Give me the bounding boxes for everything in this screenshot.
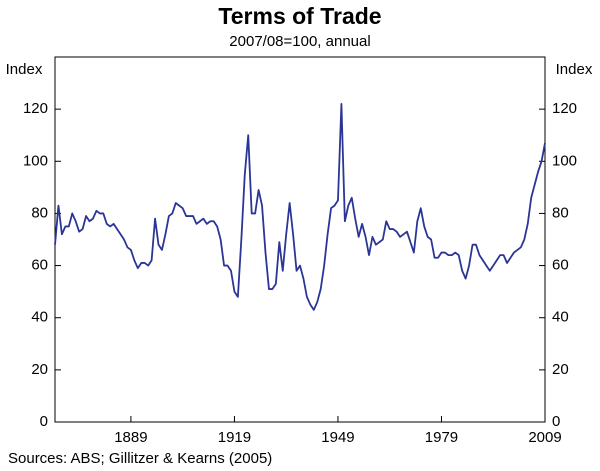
- y-axis-label: Index: [6, 61, 43, 78]
- chart-title: Terms of Trade: [218, 3, 381, 29]
- x-tick-label: 1919: [218, 429, 251, 446]
- y2-tick-label: 60: [552, 257, 569, 274]
- y2-tick-label: 40: [552, 309, 569, 326]
- data-line: [54, 103, 546, 311]
- y2-axis-label: Index: [556, 61, 593, 78]
- y2-tick-label: 120: [552, 100, 577, 117]
- plot-frame: [54, 56, 546, 423]
- y2-tick-label: 0: [552, 413, 560, 430]
- chart-subtitle: 2007/08=100, annual: [229, 33, 370, 50]
- y2-tick-label: 80: [552, 204, 569, 221]
- y-tick-label: 60: [31, 257, 48, 274]
- y-tick-label: 0: [40, 413, 48, 430]
- x-tick-label: 2009: [528, 429, 561, 446]
- y-tick-label: 120: [23, 100, 48, 117]
- y-tick-label: 80: [31, 204, 48, 221]
- x-tick-label: 1979: [425, 429, 458, 446]
- x-tick-label: 1889: [114, 429, 147, 446]
- source-note: Sources: ABS; Gillitzer & Kearns (2005): [8, 450, 272, 467]
- y2-tick-label: 100: [552, 152, 577, 169]
- x-tick-label: 1949: [321, 429, 354, 446]
- y-tick-label: 20: [31, 361, 48, 378]
- y-tick-label: 100: [23, 152, 48, 169]
- y-tick-label: 40: [31, 309, 48, 326]
- y2-tick-label: 20: [552, 361, 569, 378]
